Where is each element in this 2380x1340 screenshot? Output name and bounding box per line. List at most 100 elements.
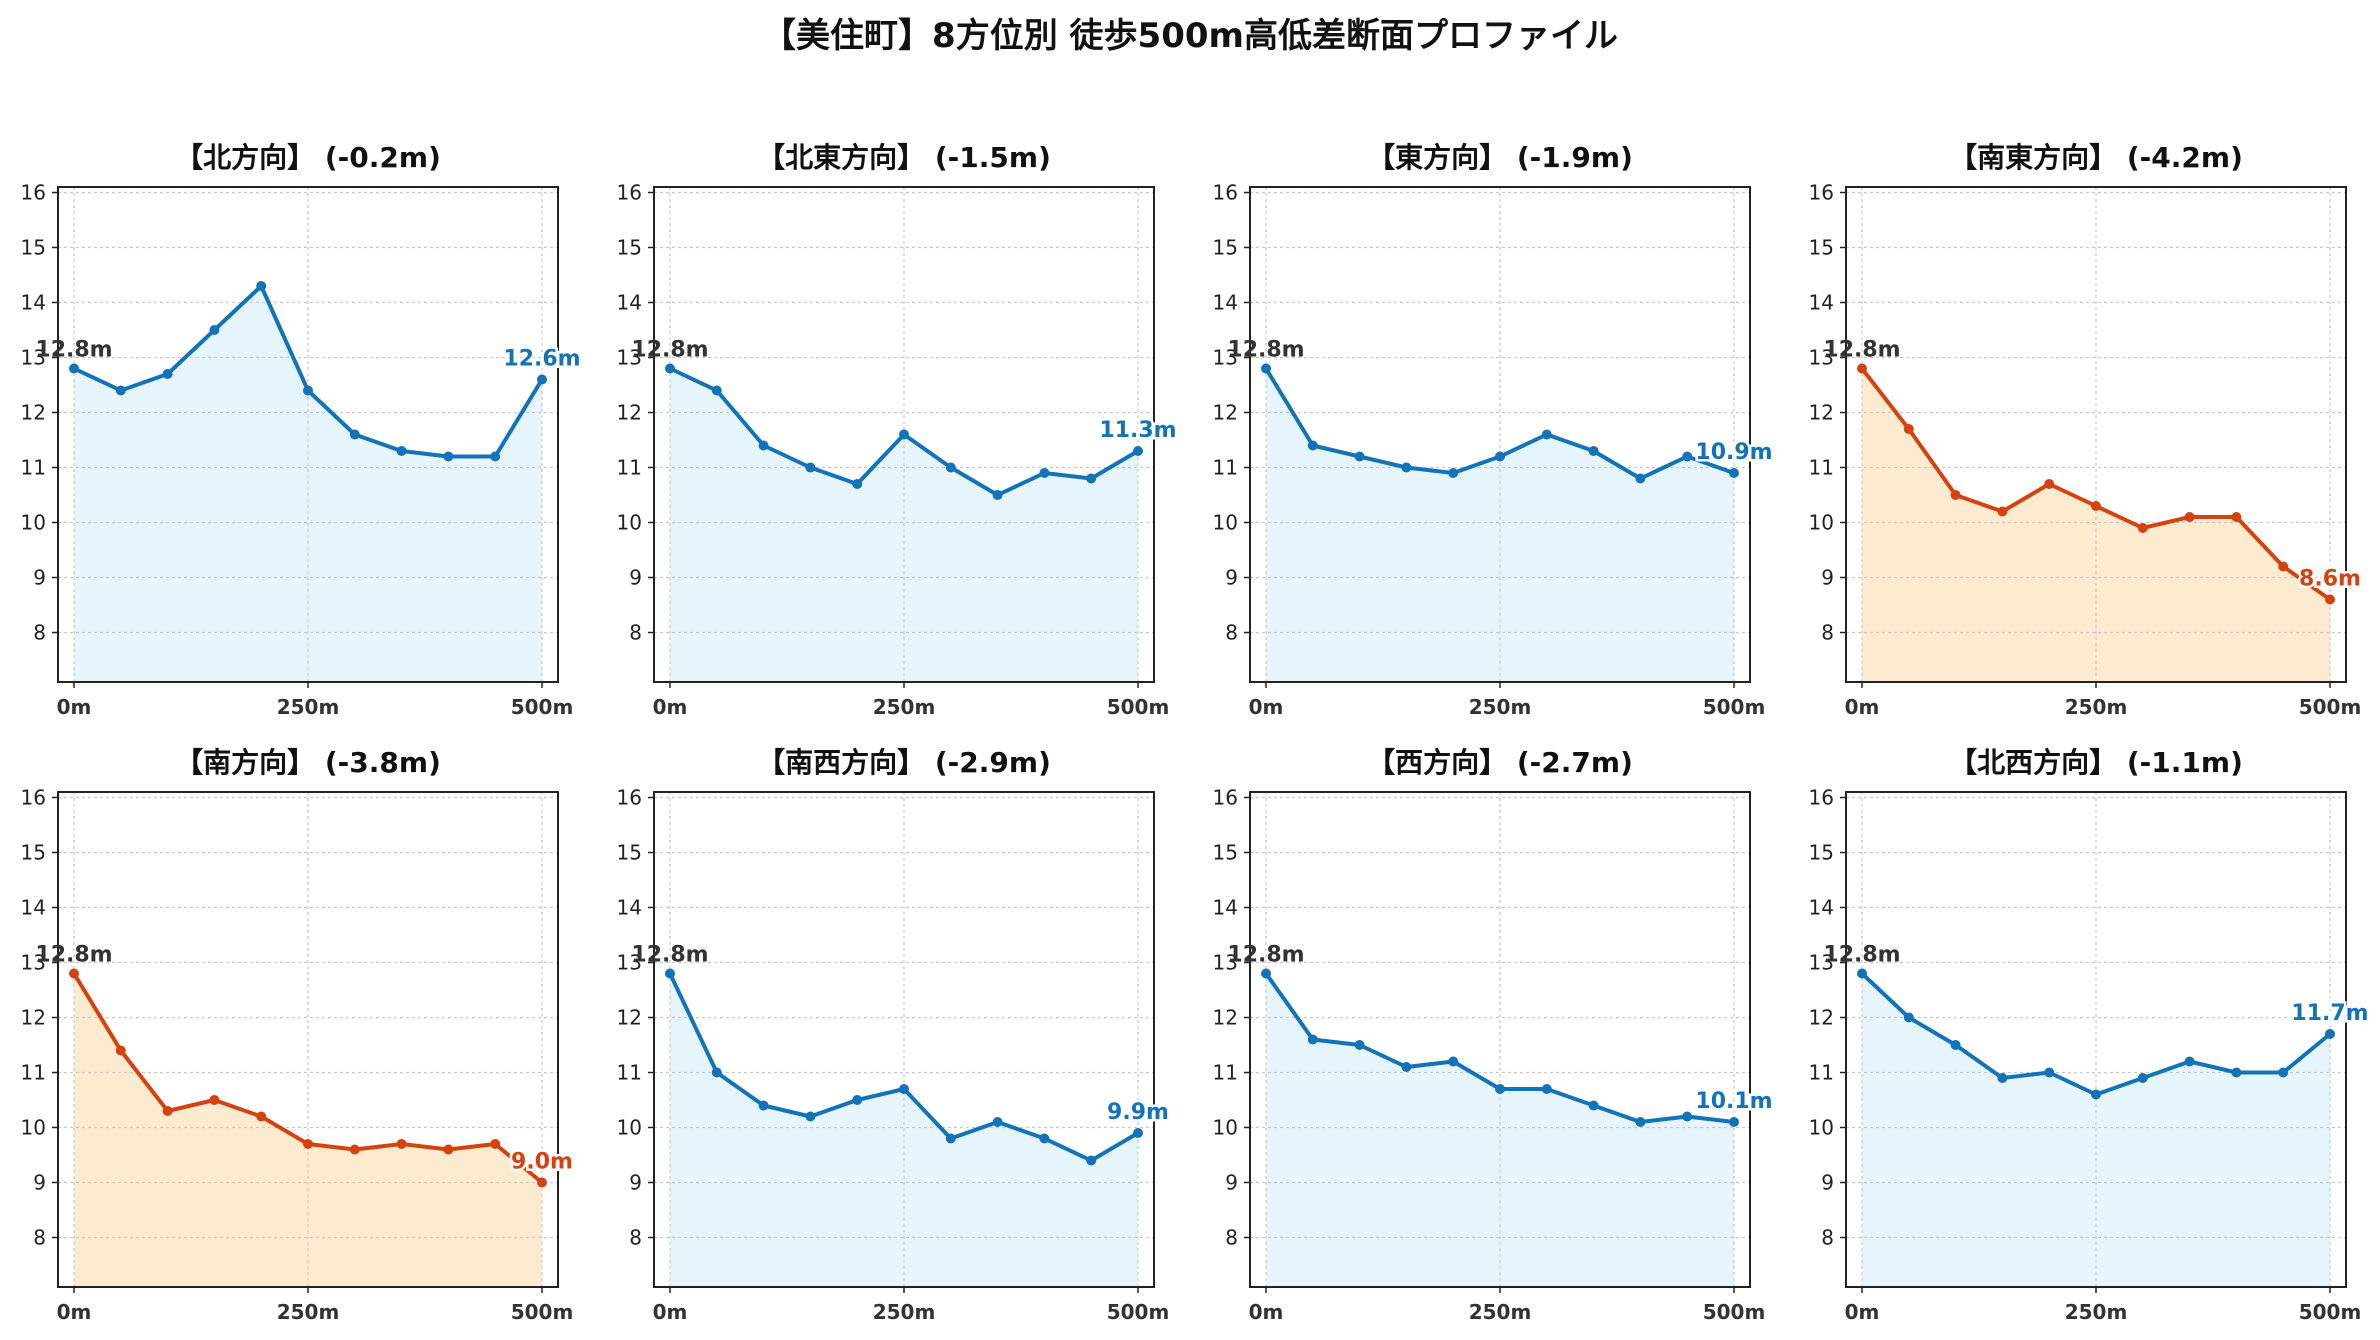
data-point — [2137, 1073, 2148, 1083]
y-tick-label: 8 — [1225, 621, 1238, 645]
data-point — [1133, 1128, 1143, 1138]
data-point — [1950, 490, 1961, 500]
panel-title: 【北西方向】 (-1.1m) — [1949, 746, 2243, 779]
y-tick-label: 14 — [21, 291, 46, 315]
data-point — [490, 1139, 501, 1149]
data-point — [349, 429, 360, 440]
data-point — [162, 369, 173, 379]
panel-1: 【北方向】 (-0.2m) 8 9 10 11 12 13 14 15 16 0m 250m 500m 1… — [21, 141, 584, 719]
data-point — [1997, 1073, 2008, 1083]
data-point — [115, 1045, 126, 1056]
end-label: 11.7m — [2291, 1001, 2368, 1026]
data-point — [537, 1177, 547, 1188]
y-tick-label: 8 — [33, 621, 46, 645]
panel-8: 【北西方向】 (-1.1m) 8 9 10 11 12 13 14 15 16 0m 250m 500m… — [1809, 746, 2372, 1324]
x-tick-label: 500m — [2299, 695, 2362, 719]
panel-2: 【北東方向】 (-1.5m) 8 9 10 11 12 13 14 15 16 0m 250m 500m… — [617, 141, 1180, 719]
data-point — [115, 385, 126, 396]
data-point — [1086, 1155, 1097, 1166]
data-point — [209, 1095, 220, 1105]
y-tick-label: 12 — [21, 1006, 46, 1030]
x-tick-label: 250m — [1469, 1300, 1532, 1324]
y-tick-label: 16 — [617, 181, 642, 205]
y-tick-label: 16 — [617, 786, 642, 810]
y-tick-label: 12 — [1809, 401, 1834, 425]
y-tick-label: 10 — [617, 511, 642, 535]
y-tick-label: 9 — [1225, 566, 1238, 590]
x-tick-label: 250m — [277, 695, 340, 719]
data-point — [1261, 363, 1271, 374]
x-tick-label: 0m — [1845, 695, 1880, 719]
y-tick-label: 8 — [1821, 621, 1834, 645]
y-tick-label: 14 — [617, 291, 642, 315]
data-point — [2137, 523, 2148, 533]
figure-title: 【美住町】8方位別 徒歩500m高低差断面プロファイル — [762, 16, 1618, 56]
x-tick-label: 0m — [1249, 695, 1284, 719]
end-label: 10.1m — [1695, 1089, 1772, 1114]
data-point — [711, 1067, 722, 1078]
data-point — [2184, 1056, 2195, 1067]
y-tick-label: 15 — [1213, 236, 1238, 260]
data-point — [490, 451, 501, 462]
y-tick-label: 11 — [1213, 456, 1238, 480]
data-point — [1857, 968, 1867, 979]
end-label: 10.9m — [1695, 440, 1772, 465]
data-point — [1635, 1117, 1646, 1127]
data-point — [349, 1144, 360, 1155]
y-tick-label: 14 — [1809, 291, 1834, 315]
start-label: 12.8m — [35, 943, 112, 968]
y-tick-label: 13 — [1213, 951, 1238, 975]
y-tick-label: 13 — [617, 346, 642, 370]
panel-4: 【南東方向】 (-4.2m) 8 9 10 11 12 13 14 15 16 0m 250m 500m… — [1809, 141, 2364, 719]
y-tick-label: 10 — [1809, 1116, 1834, 1140]
data-point — [209, 325, 220, 335]
data-point — [899, 429, 909, 440]
y-tick-label: 8 — [1821, 1226, 1834, 1250]
y-tick-label: 16 — [21, 181, 46, 205]
panel-title: 【北東方向】 (-1.5m) — [757, 141, 1051, 174]
y-tick-label: 15 — [617, 841, 642, 865]
x-tick-label: 500m — [1703, 1300, 1766, 1324]
y-tick-label: 11 — [21, 1061, 46, 1085]
y-tick-label: 10 — [617, 1116, 642, 1140]
y-tick-label: 13 — [1213, 346, 1238, 370]
panel-6: 【南西方向】 (-2.9m) 8 9 10 11 12 13 14 15 16 0m 250m 500m… — [617, 746, 1172, 1324]
start-label: 12.8m — [631, 943, 708, 968]
y-tick-label: 16 — [21, 786, 46, 810]
y-tick-label: 16 — [1213, 181, 1238, 205]
start-label: 12.8m — [35, 338, 112, 363]
data-point — [1039, 1133, 1050, 1144]
data-point — [1950, 1040, 1961, 1050]
y-tick-label: 9 — [33, 1171, 46, 1195]
start-label: 12.8m — [1823, 338, 1900, 363]
end-label: 8.6m — [2299, 567, 2361, 592]
panel-title: 【北方向】 (-0.2m) — [175, 141, 441, 174]
data-point — [805, 1111, 816, 1122]
data-point — [852, 1095, 863, 1105]
data-point — [1729, 1117, 1739, 1127]
y-tick-label: 15 — [1809, 236, 1834, 260]
x-tick-label: 0m — [1845, 1300, 1880, 1324]
y-tick-label: 9 — [33, 566, 46, 590]
y-tick-label: 12 — [1213, 401, 1238, 425]
data-point — [256, 281, 267, 291]
data-point — [2044, 1067, 2055, 1078]
data-point — [69, 363, 79, 374]
panel-3: 【東方向】 (-1.9m) 8 9 10 11 12 13 14 15 16 0m 250m 500m 1… — [1213, 141, 1776, 719]
y-tick-label: 14 — [1213, 896, 1238, 920]
panel-5: 【南方向】 (-3.8m) 8 9 10 11 12 13 14 15 16 0m 250m 500m 1… — [21, 746, 576, 1324]
data-point — [1261, 968, 1271, 979]
data-point — [1541, 429, 1552, 440]
data-point — [1588, 1100, 1599, 1111]
y-tick-label: 12 — [1809, 1006, 1834, 1030]
data-point — [758, 1100, 769, 1111]
end-label: 12.6m — [503, 347, 580, 372]
data-point — [1307, 440, 1318, 451]
y-tick-label: 12 — [617, 401, 642, 425]
y-tick-label: 13 — [21, 346, 46, 370]
data-point — [1133, 446, 1143, 456]
data-point — [396, 1139, 407, 1149]
y-tick-label: 11 — [21, 456, 46, 480]
data-point — [2091, 1089, 2101, 1100]
